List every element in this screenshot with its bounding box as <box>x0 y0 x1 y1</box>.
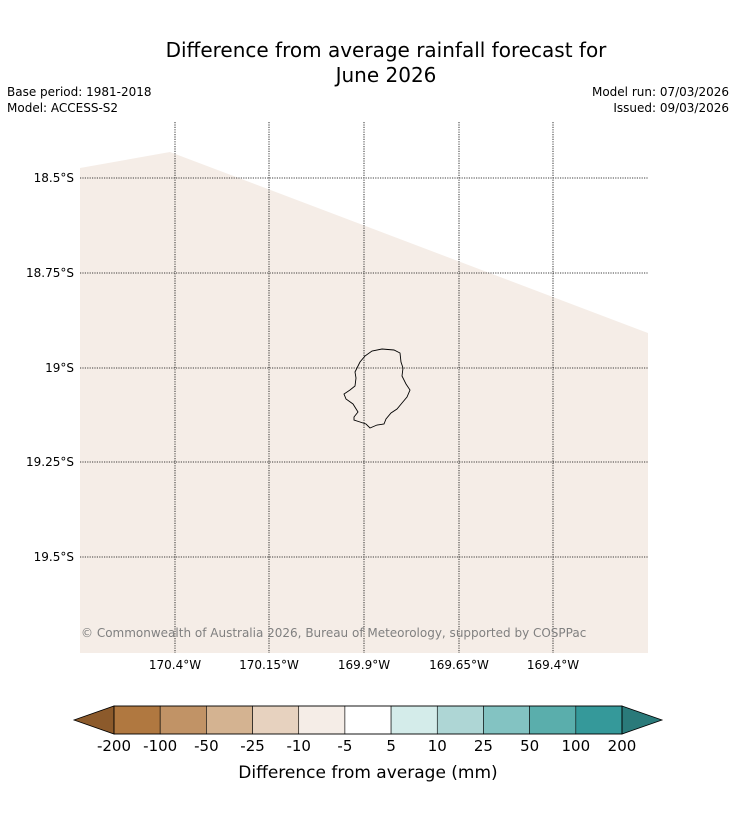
colorbar-tick-label: 50 <box>520 737 539 755</box>
colorbar-segment <box>206 705 253 735</box>
colorbar-segment <box>298 705 346 735</box>
colorbar-tick-label: -5 <box>337 737 352 755</box>
map-title: Difference from average rainfall forecas… <box>0 38 736 88</box>
colorbar-tick-label: 10 <box>428 737 447 755</box>
title-line-2: June 2026 <box>335 63 437 87</box>
colorbar-segment <box>113 705 161 735</box>
meta-right: Model run: 07/03/2026 Issued: 09/03/2026 <box>592 84 729 116</box>
lat-label: 18.75°S <box>26 266 74 280</box>
colorbar-segment <box>344 705 392 735</box>
colorbar-title: Difference from average (mm) <box>238 763 497 783</box>
forecast-shading <box>80 152 648 653</box>
colorbar-tick-label: -25 <box>240 737 265 755</box>
gridlines <box>80 122 648 653</box>
colorbar-tick-label: 25 <box>474 737 493 755</box>
lon-label: 169.65°W <box>429 658 489 672</box>
model-run: Model run: 07/03/2026 <box>591 85 729 99</box>
colorbar-tick-label: 5 <box>386 737 396 755</box>
lat-label: 19.25°S <box>26 455 74 469</box>
base-period: Base period: 1981-2018 <box>7 85 152 99</box>
colorbar-segment <box>390 705 438 735</box>
colorbar-outline <box>113 705 623 735</box>
meta-left: Base period: 1981-2018 Model: ACCESS-S2 <box>7 84 152 116</box>
lat-label: 19°S <box>45 361 74 375</box>
longitude-labels: 170.4°W 170.15°W 169.9°W 169.65°W 169.4°… <box>149 658 579 672</box>
colorbar-tick-label: -10 <box>286 737 311 755</box>
colorbar-tick-label: -100 <box>143 737 177 755</box>
island-coastline <box>343 348 411 429</box>
colorbar-tick-label: -50 <box>194 737 219 755</box>
colorbar-segment <box>483 705 530 735</box>
colorbar-segment <box>159 705 207 735</box>
colorbar-tick-label: 200 <box>608 737 637 755</box>
map-panel: 18.5°S 18.75°S 19°S 19.25°S 19.5°S 170.4… <box>26 122 648 672</box>
colorbar-segments <box>113 705 623 735</box>
title-line-1: Difference from average rainfall forecas… <box>165 38 607 62</box>
lat-label: 19.5°S <box>34 550 74 564</box>
model-name: Model: ACCESS-S2 <box>7 101 119 115</box>
latitude-labels: 18.5°S 18.75°S 19°S 19.25°S 19.5°S <box>26 171 74 564</box>
colorbar-segment <box>575 705 623 735</box>
lat-label: 18.5°S <box>34 171 74 185</box>
lon-label: 170.15°W <box>239 658 299 672</box>
lon-label: 169.4°W <box>527 658 579 672</box>
lon-label: 169.9°W <box>338 658 390 672</box>
colorbar-tick-label: 100 <box>561 737 590 755</box>
lon-label: 170.4°W <box>149 658 201 672</box>
colorbar: -200 -100 -50 -25 -10 -5 5 10 25 50 100 200 Differe… <box>72 705 664 783</box>
colorbar-tick-labels: -200 -100 -50 -25 -10 -5 5 10 25 50 100 200 <box>97 737 636 755</box>
colorbar-segment <box>252 705 300 735</box>
copyright-notice: © Commonwealth of Australia 2026, Bureau… <box>81 626 586 640</box>
colorbar-tick-label: -200 <box>97 737 131 755</box>
issued-date: Issued: 09/03/2026 <box>613 101 729 115</box>
colorbar-segment <box>436 705 484 735</box>
colorbar-segment <box>529 705 577 735</box>
colorbar-extend-low <box>72 705 115 735</box>
colorbar-extend-high <box>621 705 664 735</box>
